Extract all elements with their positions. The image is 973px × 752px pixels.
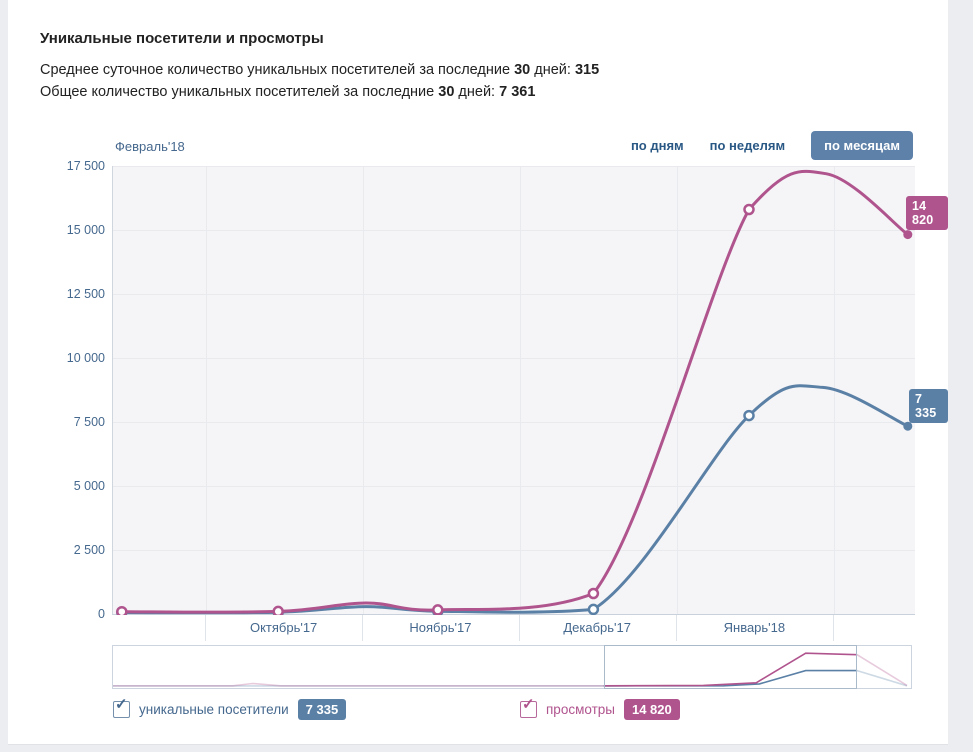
minimap-series-line [113, 682, 604, 687]
visitors-total-badge: 7 335 [297, 699, 347, 720]
y-axis-tick: 17 500 [66, 159, 105, 173]
x-axis-label: Декабрь'17 [563, 620, 632, 635]
page-title: Уникальные посетители и просмотры [40, 30, 324, 47]
visitors-line [120, 384, 910, 615]
gridline [113, 550, 915, 551]
current-period-label: Февраль'18 [115, 139, 185, 154]
stat-suffix: дней: [534, 62, 571, 78]
visitors-checkbox[interactable]: ✓ [113, 697, 130, 718]
stat-value: 315 [574, 62, 600, 78]
data-point-marker[interactable] [432, 604, 444, 616]
series-end-dot [903, 230, 913, 240]
chart-plot-area[interactable] [112, 166, 915, 619]
x-axis-label: Январь'18 [723, 620, 786, 635]
gridline [113, 358, 915, 359]
data-point-marker[interactable] [743, 203, 755, 216]
x-axis-label: Ноябрь'17 [409, 620, 472, 635]
tab-by-months[interactable]: по месяцам [811, 131, 913, 160]
x-axis-divider [675, 615, 677, 641]
x-axis-divider [518, 615, 520, 641]
checkmark-icon: ✓ [522, 696, 535, 713]
x-axis-divider [832, 615, 834, 641]
y-axis-tick: 2 500 [73, 543, 105, 557]
gridline [519, 166, 521, 614]
stats-card: Уникальные посетители и просмотры Средне… [8, 0, 948, 745]
x-axis-divider [205, 615, 207, 641]
chart-lines-canvas [116, 169, 913, 619]
tab-by-days[interactable]: по дням [630, 138, 684, 153]
y-axis-tick: 7 500 [73, 415, 105, 429]
tab-by-weeks[interactable]: по неделям [709, 138, 786, 153]
visitors-legend-label[interactable]: уникальные посетители [139, 702, 289, 717]
stat-text: Среднее суточное количество уникальных п… [40, 62, 511, 78]
data-point-marker[interactable] [587, 587, 600, 600]
gridline [113, 294, 915, 295]
y-axis-tick: 5 000 [73, 479, 105, 493]
stat-days: 30 [438, 84, 455, 100]
legend-item-views: ✓ просмотры 14 820 [520, 697, 680, 720]
x-axis: Октябрь'17 Ноябрь'17 Декабрь'17 Январь'18 [112, 615, 914, 642]
stat-suffix: дней: [458, 84, 496, 100]
views-end-value-badge: 14 820 [906, 196, 948, 230]
minimap-canvas [113, 652, 908, 687]
stat-days: 30 [514, 62, 531, 78]
data-point-marker[interactable] [587, 603, 600, 616]
minimap-selection[interactable] [603, 645, 858, 689]
chart-minimap[interactable] [112, 645, 912, 689]
stat-text: Общее количество уникальных посетителей … [40, 84, 435, 100]
avg-daily-visitors-line: Среднее суточное количество уникальных п… [40, 62, 599, 78]
series-end-dot [903, 421, 913, 431]
y-axis-tick: 12 500 [66, 287, 105, 301]
views-total-badge: 14 820 [623, 699, 680, 720]
y-axis-tick: 15 000 [66, 223, 105, 237]
gridline [206, 166, 208, 614]
stat-value: 7 361 [499, 84, 536, 100]
gridline [113, 166, 915, 167]
minimap-series-line [856, 654, 908, 687]
visitors-end-value-badge: 7 335 [909, 389, 948, 423]
gridline [676, 166, 678, 614]
x-axis-label: Октябрь'17 [249, 620, 318, 635]
x-axis-divider [362, 615, 364, 641]
legend-item-visitors: ✓ уникальные посетители 7 335 [113, 697, 347, 720]
checkmark-icon: ✓ [115, 696, 128, 713]
gridline [113, 486, 915, 487]
views-legend-label[interactable]: просмотры [546, 702, 615, 717]
y-axis-tick: 0 [98, 607, 105, 621]
gridline [113, 422, 915, 423]
y-axis-tick: 10 000 [66, 351, 105, 365]
gridline [113, 230, 915, 231]
total-visitors-line: Общее количество уникальных посетителей … [40, 84, 535, 100]
views-line [120, 169, 910, 614]
views-checkbox[interactable]: ✓ [520, 697, 537, 718]
data-point-marker[interactable] [743, 409, 755, 422]
period-tabs: по дням по неделям по месяцам [631, 131, 913, 160]
minimap-series-line [603, 652, 858, 687]
gridline [363, 166, 365, 614]
minimap-series-line [856, 669, 908, 687]
